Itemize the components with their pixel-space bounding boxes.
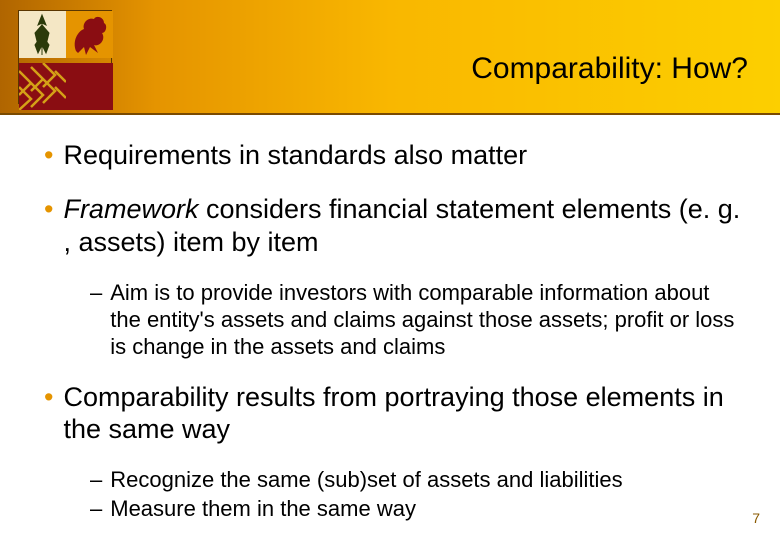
- logo-tile-1: [19, 11, 66, 63]
- dash-icon: –: [90, 280, 102, 360]
- bullet-level1: • Framework considers financial statemen…: [44, 193, 744, 258]
- bullet-level2: – Aim is to provide investors with compa…: [90, 280, 744, 360]
- bullet-level2: – Measure them in the same way: [90, 496, 744, 523]
- bullet-text: Measure them in the same way: [110, 496, 744, 523]
- bullet-level2-group: – Recognize the same (sub)set of assets …: [90, 467, 744, 523]
- dash-icon: –: [90, 496, 102, 523]
- bullet-level1: • Comparability results from portraying …: [44, 381, 744, 446]
- logo-tile-4: [66, 63, 113, 115]
- bullet-text: Requirements in standards also matter: [63, 139, 527, 171]
- slide-header: Comparability: How?: [0, 0, 780, 115]
- page-number: 7: [752, 510, 760, 526]
- bullet-text: Comparability results from portraying th…: [63, 381, 744, 446]
- bullet-text: Framework considers financial statement …: [63, 193, 744, 258]
- slide-title: Comparability: How?: [471, 52, 748, 86]
- logo: [18, 10, 112, 104]
- bullet-icon: •: [44, 139, 53, 171]
- bullet-level2: – Recognize the same (sub)set of assets …: [90, 467, 744, 494]
- bullet-text: Aim is to provide investors with compara…: [110, 280, 744, 360]
- slide-content: • Requirements in standards also matter …: [0, 115, 780, 540]
- bullet-icon: •: [44, 193, 53, 258]
- logo-tile-2: [66, 11, 113, 63]
- bullet-level1: • Requirements in standards also matter: [44, 139, 744, 171]
- bullet-icon: •: [44, 381, 53, 446]
- dash-icon: –: [90, 467, 102, 494]
- bullet-level2-group: – Aim is to provide investors with compa…: [90, 280, 744, 360]
- bullet-text: Recognize the same (sub)set of assets an…: [110, 467, 744, 494]
- logo-tile-3: [19, 63, 66, 115]
